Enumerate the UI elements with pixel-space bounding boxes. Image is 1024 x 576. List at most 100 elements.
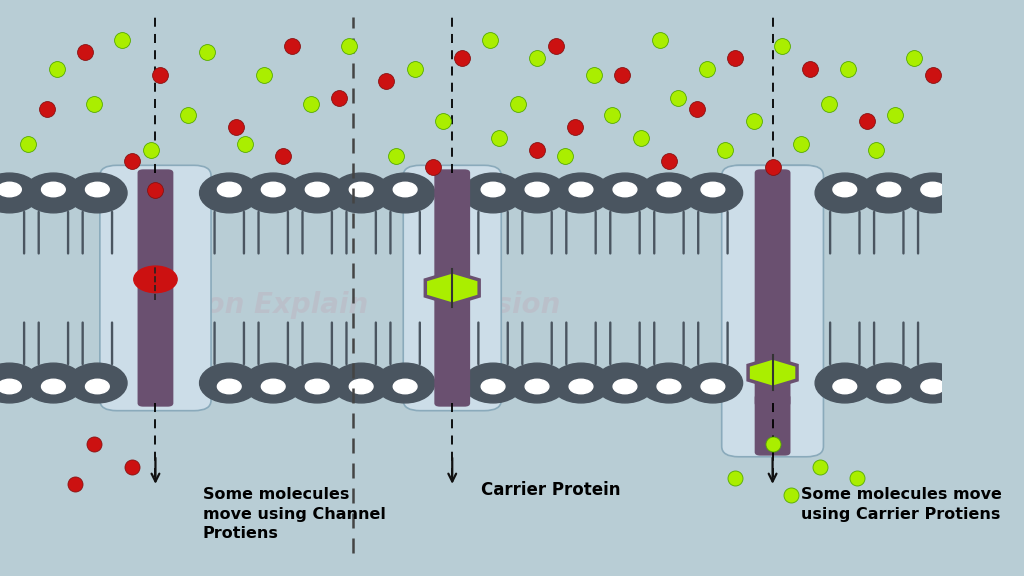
Circle shape [305, 182, 329, 197]
Ellipse shape [639, 173, 698, 213]
FancyBboxPatch shape [755, 169, 791, 407]
Ellipse shape [551, 363, 610, 403]
Point [925, 70, 941, 79]
FancyBboxPatch shape [137, 169, 173, 407]
Point [528, 53, 545, 62]
Point [39, 105, 55, 114]
Ellipse shape [507, 363, 566, 403]
Point [528, 145, 545, 154]
Ellipse shape [595, 173, 654, 213]
Circle shape [349, 182, 373, 197]
Point [651, 36, 668, 45]
Polygon shape [749, 358, 797, 388]
Point [77, 47, 93, 56]
Point [840, 65, 856, 74]
Point [811, 462, 827, 471]
Point [698, 65, 715, 74]
Point [378, 76, 394, 85]
Point [434, 116, 451, 126]
Point [764, 439, 780, 448]
Ellipse shape [200, 363, 259, 403]
Point [147, 185, 164, 195]
Point [481, 36, 498, 45]
Circle shape [657, 182, 681, 197]
Point [793, 139, 809, 149]
Circle shape [921, 379, 944, 394]
Text: Some molecules
move using Channel
Protiens: Some molecules move using Channel Protie… [203, 487, 385, 541]
Point [633, 134, 649, 143]
Point [124, 157, 140, 166]
Ellipse shape [903, 173, 963, 213]
Circle shape [481, 379, 505, 394]
Ellipse shape [288, 363, 347, 403]
Point [86, 99, 102, 108]
Ellipse shape [376, 173, 435, 213]
Ellipse shape [859, 363, 919, 403]
Point [48, 65, 65, 74]
Circle shape [42, 182, 66, 197]
Text: Some molecules move
using Carrier Protiens: Some molecules move using Carrier Protie… [801, 487, 1001, 521]
Circle shape [569, 182, 593, 197]
Circle shape [613, 182, 637, 197]
Ellipse shape [24, 173, 83, 213]
Circle shape [525, 182, 549, 197]
Ellipse shape [332, 173, 391, 213]
Circle shape [261, 182, 285, 197]
Point [152, 70, 168, 79]
Point [20, 139, 37, 149]
Point [604, 111, 621, 120]
Point [340, 41, 356, 51]
Ellipse shape [595, 363, 654, 403]
Ellipse shape [332, 363, 391, 403]
Circle shape [569, 379, 593, 394]
Point [510, 99, 526, 108]
Point [727, 53, 743, 62]
Point [237, 139, 253, 149]
FancyBboxPatch shape [755, 394, 791, 456]
Circle shape [613, 379, 637, 394]
Ellipse shape [244, 173, 303, 213]
Circle shape [0, 182, 22, 197]
FancyBboxPatch shape [403, 165, 501, 411]
Ellipse shape [24, 363, 83, 403]
Circle shape [701, 379, 725, 394]
Ellipse shape [0, 173, 39, 213]
Point [849, 473, 865, 483]
Ellipse shape [68, 363, 127, 403]
Ellipse shape [639, 363, 698, 403]
Ellipse shape [288, 173, 347, 213]
Circle shape [833, 182, 857, 197]
Point [557, 151, 573, 160]
Point [783, 491, 800, 500]
Circle shape [42, 379, 66, 394]
Circle shape [349, 379, 373, 394]
Point [717, 145, 733, 154]
Point [905, 53, 922, 62]
Point [180, 111, 197, 120]
Text: Carrier Protein: Carrier Protein [480, 481, 620, 499]
Point [670, 93, 686, 103]
Point [566, 122, 583, 131]
Ellipse shape [903, 363, 963, 403]
Point [492, 134, 508, 143]
Point [868, 145, 885, 154]
Circle shape [481, 182, 505, 197]
Circle shape [877, 379, 901, 394]
Ellipse shape [683, 363, 742, 403]
Ellipse shape [0, 363, 39, 403]
FancyBboxPatch shape [724, 165, 821, 411]
Ellipse shape [244, 363, 303, 403]
Point [745, 116, 762, 126]
Ellipse shape [683, 173, 742, 213]
FancyBboxPatch shape [434, 169, 470, 407]
Circle shape [0, 379, 22, 394]
Circle shape [525, 379, 549, 394]
Circle shape [393, 379, 417, 394]
Point [802, 65, 818, 74]
Ellipse shape [464, 363, 522, 403]
Ellipse shape [859, 173, 919, 213]
Point [256, 70, 272, 79]
Point [86, 439, 102, 448]
Point [689, 105, 706, 114]
Text: Diffusion Explain: Diffusion Explain [103, 291, 369, 319]
